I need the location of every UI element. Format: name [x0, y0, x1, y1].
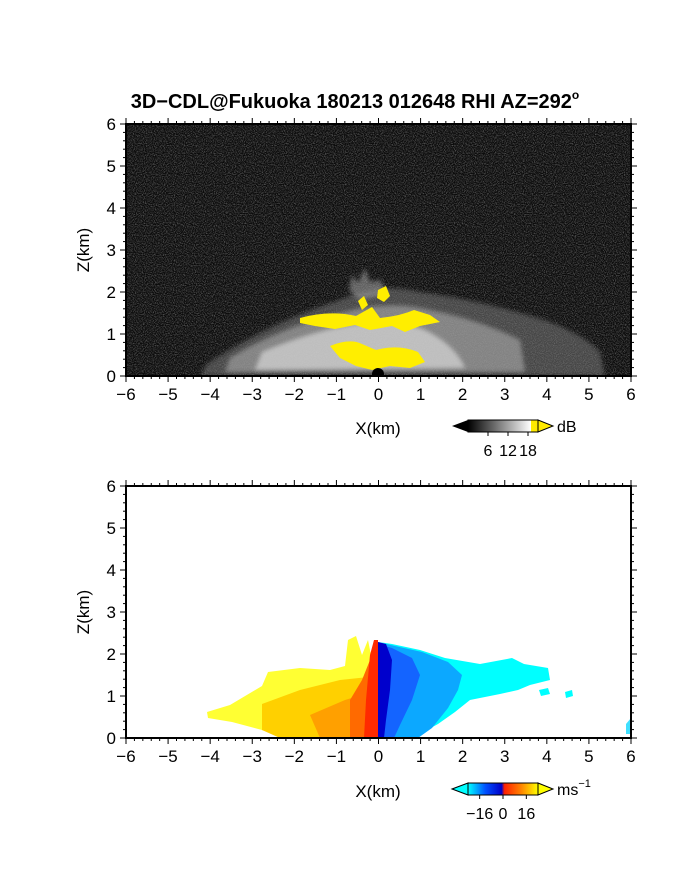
- y-tick-label: 4: [107, 561, 116, 580]
- x-tick-label: −4: [200, 747, 219, 766]
- x-tick-label: −5: [158, 385, 177, 404]
- x-tick-label: −3: [243, 747, 262, 766]
- x-tick-label: 1: [416, 385, 425, 404]
- x-tick-label: −6: [116, 747, 135, 766]
- x-tick-label: 2: [458, 385, 467, 404]
- colorbar-tick-label: −16: [466, 806, 493, 823]
- y-tick-label: 1: [107, 325, 116, 344]
- x-tick-label: 0: [374, 385, 383, 404]
- x-tick-label: −2: [285, 747, 304, 766]
- y-tick-label: 1: [107, 687, 116, 706]
- figure-title: 3D−CDL@Fukuoka 180213 012648 RHI AZ=292o: [131, 88, 580, 113]
- yellow-echo: [300, 286, 440, 370]
- velocity-y-axis-label: Z(km): [74, 590, 93, 634]
- positive-velocity-region: [207, 636, 378, 738]
- x-tick-label: 4: [542, 385, 551, 404]
- y-tick-label: 6: [107, 477, 116, 496]
- x-tick-label: 3: [500, 385, 509, 404]
- colorbar-tick-label: 6: [484, 443, 493, 460]
- x-tick-label: −1: [327, 747, 346, 766]
- reflectivity-y-axis-label: Z(km): [74, 228, 93, 272]
- y-tick-label: 3: [107, 603, 116, 622]
- radar-site-marker: [372, 368, 384, 376]
- y-tick-label: 6: [107, 115, 116, 134]
- reflectivity-colorbar: dB 6 12 18: [452, 419, 577, 460]
- y-tick-label: 2: [107, 645, 116, 664]
- velocity-colorbar: ms−1 −16 0 16: [450, 778, 591, 823]
- x-tick-label: −5: [158, 747, 177, 766]
- x-tick-label: 5: [584, 747, 593, 766]
- y-tick-label: 0: [107, 729, 116, 748]
- x-tick-label: −4: [200, 385, 219, 404]
- velocity-x-axis-label: X(km): [355, 782, 400, 801]
- x-tick-label: 6: [626, 747, 635, 766]
- x-tick-label: 2: [458, 747, 467, 766]
- reflectivity-x-axis-label: X(km): [355, 419, 400, 438]
- colorbar-tick-label: 18: [519, 443, 537, 460]
- y-tick-label: 4: [107, 199, 116, 218]
- y-tick-label: 2: [107, 283, 116, 302]
- negative-velocity-region: [378, 642, 631, 738]
- x-tick-label: 6: [626, 385, 635, 404]
- x-tick-label: 4: [542, 747, 551, 766]
- reflectivity-colorbar-unit: dB: [557, 419, 577, 436]
- y-tick-label: 5: [107, 157, 116, 176]
- velocity-colorbar-unit: ms−1: [557, 778, 591, 799]
- x-tick-label: 0: [374, 747, 383, 766]
- x-tick-label: −6: [116, 385, 135, 404]
- y-tick-label: 5: [107, 519, 116, 538]
- reflectivity-y-ticks: 0 1 2 3 4 5 6: [107, 115, 637, 386]
- x-tick-label: 3: [500, 747, 509, 766]
- colorbar-tick-label: 12: [499, 443, 517, 460]
- y-tick-label: 0: [107, 367, 116, 386]
- x-tick-label: −3: [243, 385, 262, 404]
- velocity-y-ticks: 0 1 2 3 4 5 6: [107, 477, 637, 748]
- x-tick-label: −2: [285, 385, 304, 404]
- x-tick-label: 1: [416, 747, 425, 766]
- y-tick-label: 3: [107, 241, 116, 260]
- colorbar-tick-label: 16: [517, 806, 535, 823]
- velocity-x-ticks: −6 −5 −4 −3 −2 −1 0 1 2 3 4 5 6: [116, 480, 636, 766]
- reflectivity-x-ticks: −6 −5 −4 −3 −2 −1 0 1 2 3 4 5 6: [116, 118, 636, 404]
- colorbar-tick-label: 0: [499, 806, 508, 823]
- x-tick-label: 5: [584, 385, 593, 404]
- x-tick-label: −1: [327, 385, 346, 404]
